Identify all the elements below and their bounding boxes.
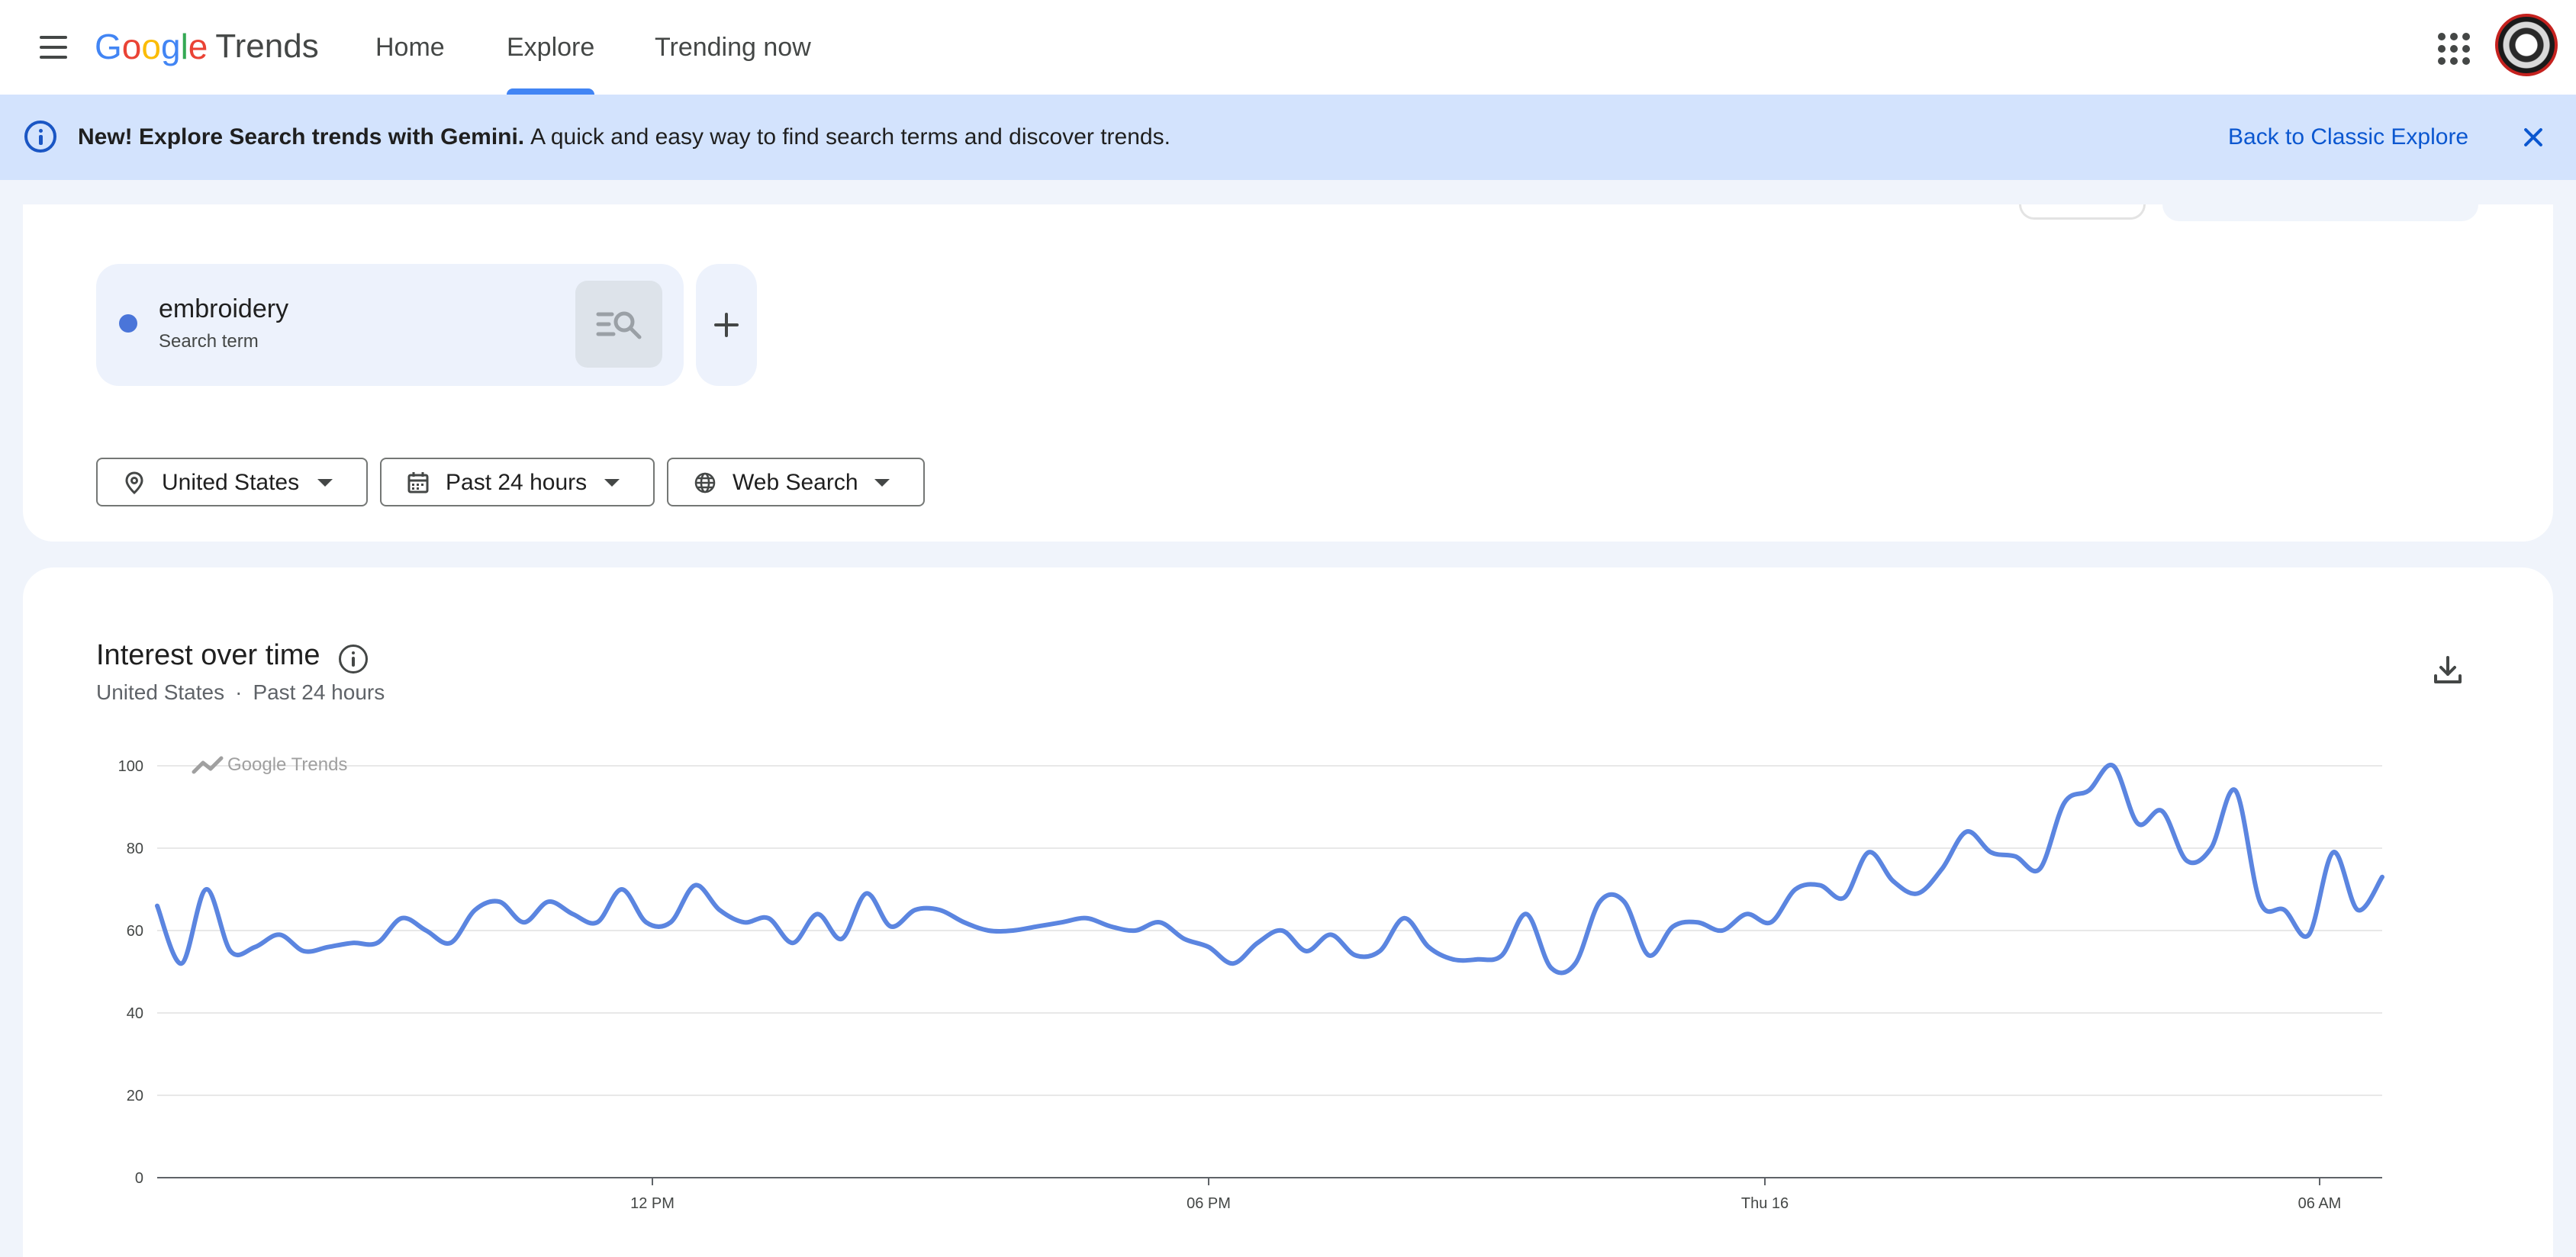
back-to-classic-explore-link[interactable]: Back to Classic Explore	[2228, 124, 2469, 149]
refine-search-button[interactable]	[575, 281, 662, 368]
y-tick-label: 60	[127, 923, 143, 940]
logo-product-name: Trends	[215, 27, 319, 65]
location-pin-icon	[125, 471, 143, 495]
plus-icon	[714, 313, 739, 337]
search-term-type: Search term	[159, 331, 259, 352]
chart-subtitle: United States · Past 24 hours	[96, 680, 385, 705]
y-tick-label: 20	[127, 1088, 143, 1104]
banner-body-text: A quick and easy way to find search term…	[530, 124, 1170, 149]
tab-label: Explore	[507, 32, 595, 62]
logo-letter: g	[160, 27, 181, 66]
trending-icon	[192, 756, 224, 774]
time-range-filter-dropdown[interactable]: Past 24 hours	[380, 458, 655, 506]
location-filter-dropdown[interactable]: United States	[96, 458, 368, 506]
globe-icon	[694, 472, 716, 493]
tab-label: Home	[375, 32, 445, 62]
caret-down-icon	[604, 479, 620, 487]
chart-axes: 0 20 40 60 80 100 12 PM 06 PM Thu 16 06 AM	[118, 758, 2342, 1212]
y-tick-label: 0	[135, 1170, 143, 1187]
info-icon	[24, 121, 56, 153]
interest-over-time-card	[23, 567, 2553, 1257]
calendar-icon	[407, 472, 429, 493]
chart-subtitle-time: Past 24 hours	[253, 680, 385, 704]
tab-explore[interactable]: Explore	[507, 0, 595, 95]
y-tick-label: 80	[127, 841, 143, 857]
chart-title: Interest over time	[96, 639, 320, 671]
x-tick-label: 12 PM	[630, 1195, 675, 1212]
search-term-chip[interactable]: embroidery Search term	[96, 264, 684, 386]
search-property-filter-label: Web Search	[733, 470, 858, 495]
x-tick-label: 06 AM	[2298, 1195, 2342, 1212]
chart-subtitle-location: United States	[96, 680, 225, 704]
time-range-filter-label: Past 24 hours	[446, 470, 588, 495]
caret-down-icon	[317, 479, 333, 487]
logo-letter: l	[180, 27, 188, 66]
chart-series	[155, 762, 2384, 976]
x-tick-label: 06 PM	[1187, 1195, 1231, 1212]
series-color-dot	[119, 314, 137, 333]
partially-hidden-button[interactable]	[2162, 204, 2478, 221]
chart-gridlines	[157, 765, 2382, 1178]
tab-label: Trending now	[655, 32, 811, 62]
logo-letter: o	[141, 27, 161, 66]
logo-letter: G	[95, 27, 122, 66]
download-icon[interactable]	[2431, 653, 2465, 686]
location-filter-label: United States	[162, 470, 300, 495]
list-search-icon	[596, 311, 642, 339]
logo-letter: e	[188, 27, 208, 66]
caret-down-icon	[874, 479, 890, 487]
x-tick-label: Thu 16	[1741, 1195, 1789, 1212]
add-search-term-button[interactable]	[696, 264, 757, 386]
tab-trending-now[interactable]: Trending now	[655, 0, 811, 95]
search-property-filter-dropdown[interactable]: Web Search	[667, 458, 925, 506]
chart-subtitle-separator: ·	[235, 680, 243, 704]
tab-home[interactable]: Home	[375, 0, 445, 95]
y-tick-label: 40	[127, 1005, 143, 1022]
search-term-name: embroidery	[159, 294, 289, 323]
banner-bold-text: New! Explore Search trends with Gemini.	[78, 124, 525, 149]
series-line-embroidery[interactable]	[155, 762, 2384, 976]
active-tab-indicator	[507, 88, 595, 95]
logo-letter: o	[121, 27, 142, 66]
avatar[interactable]	[2495, 14, 2558, 76]
hamburger-menu-icon[interactable]	[34, 27, 73, 67]
apps-grid-icon[interactable]	[2436, 31, 2470, 65]
gemini-announcement-banner	[0, 95, 2576, 180]
y-tick-label: 100	[118, 758, 143, 775]
banner-message: New! Explore Search trends with Gemini. …	[78, 121, 1170, 154]
chart-watermark: Google Trends	[192, 754, 347, 775]
info-icon[interactable]	[339, 645, 368, 674]
watermark-text: Google Trends	[227, 754, 347, 775]
